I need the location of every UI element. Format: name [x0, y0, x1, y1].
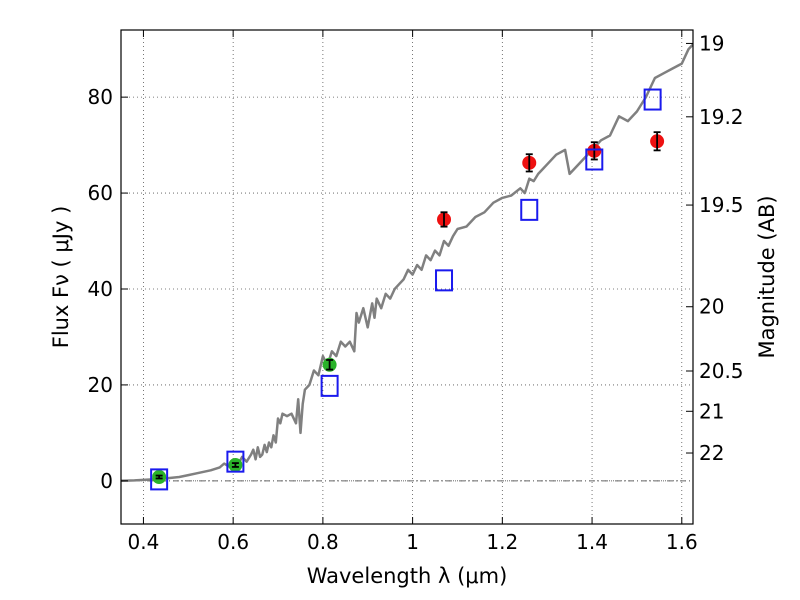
x-tick-label: 0.8: [307, 530, 339, 554]
grid: [121, 30, 693, 524]
y2-tick-label: 19: [699, 31, 724, 55]
y2-tick-label: 19.5: [699, 193, 744, 217]
x-tick-label: 1.2: [486, 530, 518, 554]
x-tick-label: 1.6: [666, 530, 698, 554]
model-square-point: [150, 468, 169, 491]
model-spectrum: [121, 43, 693, 483]
y2-tick-label: 22: [699, 441, 724, 465]
y-tick-label: 40: [88, 277, 113, 301]
plot-background: [121, 30, 693, 524]
model-square-point: [226, 450, 245, 473]
model-spectrum-line: [121, 43, 693, 483]
y-tick-label: 0: [100, 469, 113, 493]
y2-axis-title: Magnitude (AB): [755, 195, 779, 358]
model-square-point: [585, 148, 604, 171]
model-square-point: [435, 269, 454, 292]
photometry-points: [150, 88, 665, 491]
x-tick-label: 0.6: [217, 530, 249, 554]
model-square-point: [643, 88, 662, 111]
y2-tick-label: 19.2: [699, 105, 744, 129]
model-square-point: [520, 198, 539, 221]
y-axis-title: Flux Fν ( μJy ): [49, 206, 73, 349]
y-tick-label: 60: [88, 181, 113, 205]
y-tick-label: 20: [88, 373, 113, 397]
x-tick-label: 1: [406, 530, 419, 554]
axis-ticks: 0.4 0.6 0.8 1 1.2 1.4 1.6 0 20 40 60 80 19 19.2 19.5 20…: [88, 30, 744, 554]
y2-tick-label: 20: [699, 295, 724, 319]
plot-frame: [120, 29, 694, 525]
x-axis-title: Wavelength λ (μm): [307, 564, 508, 588]
x-tick-label: 0.4: [128, 530, 160, 554]
y2-tick-label: 21: [699, 399, 724, 423]
x-tick-label: 1.4: [576, 530, 608, 554]
y2-tick-label: 20.5: [699, 359, 744, 383]
y-tick-label: 80: [88, 85, 113, 109]
model-square-point: [320, 374, 339, 397]
